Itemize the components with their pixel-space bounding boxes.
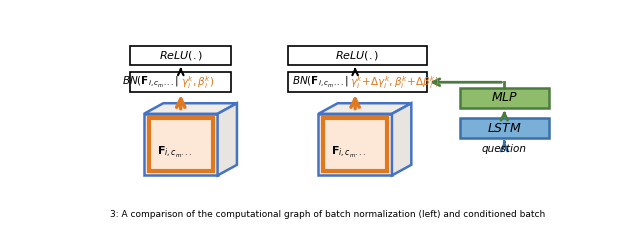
Polygon shape	[218, 103, 237, 175]
Polygon shape	[318, 114, 392, 175]
Bar	[131, 72, 231, 92]
Text: $\mathbf{F}_{i,c_m...}$: $\mathbf{F}_{i,c_m...}$	[157, 145, 192, 160]
Text: $MLP$: $MLP$	[491, 91, 518, 104]
Polygon shape	[323, 119, 387, 171]
Bar	[288, 46, 428, 64]
Bar	[131, 46, 231, 64]
Polygon shape	[144, 103, 237, 114]
Text: $ReLU(.)$: $ReLU(.)$	[159, 49, 203, 62]
Text: $LSTM$: $LSTM$	[487, 122, 522, 135]
Text: $\gamma_i^k\!+\!\Delta\gamma_i^k, \beta_i^k\!+\!\Delta\beta_i^k)$: $\gamma_i^k\!+\!\Delta\gamma_i^k, \beta_…	[349, 74, 439, 91]
Text: $ReLU(.)$: $ReLU(.)$	[335, 49, 380, 62]
Polygon shape	[318, 103, 412, 114]
Text: 3: A comparison of the computational graph of batch normalization (left) and con: 3: A comparison of the computational gra…	[110, 209, 546, 219]
Polygon shape	[392, 103, 412, 175]
Text: $\gamma_i^k, \beta_i^k)$: $\gamma_i^k, \beta_i^k)$	[180, 74, 214, 91]
Polygon shape	[144, 114, 218, 175]
Text: $BN(\mathbf{F}_{i,c_m...}|$: $BN(\mathbf{F}_{i,c_m...}|$	[292, 75, 348, 90]
Text: $\mathbf{F}_{i,c_m...}$: $\mathbf{F}_{i,c_m...}$	[332, 145, 367, 160]
Bar	[460, 119, 549, 138]
Polygon shape	[148, 119, 213, 171]
Bar	[288, 72, 428, 92]
Text: $BN(\mathbf{F}_{i,c_m...}|$: $BN(\mathbf{F}_{i,c_m...}|$	[122, 75, 179, 90]
Bar	[460, 88, 549, 108]
Text: question: question	[482, 144, 527, 154]
